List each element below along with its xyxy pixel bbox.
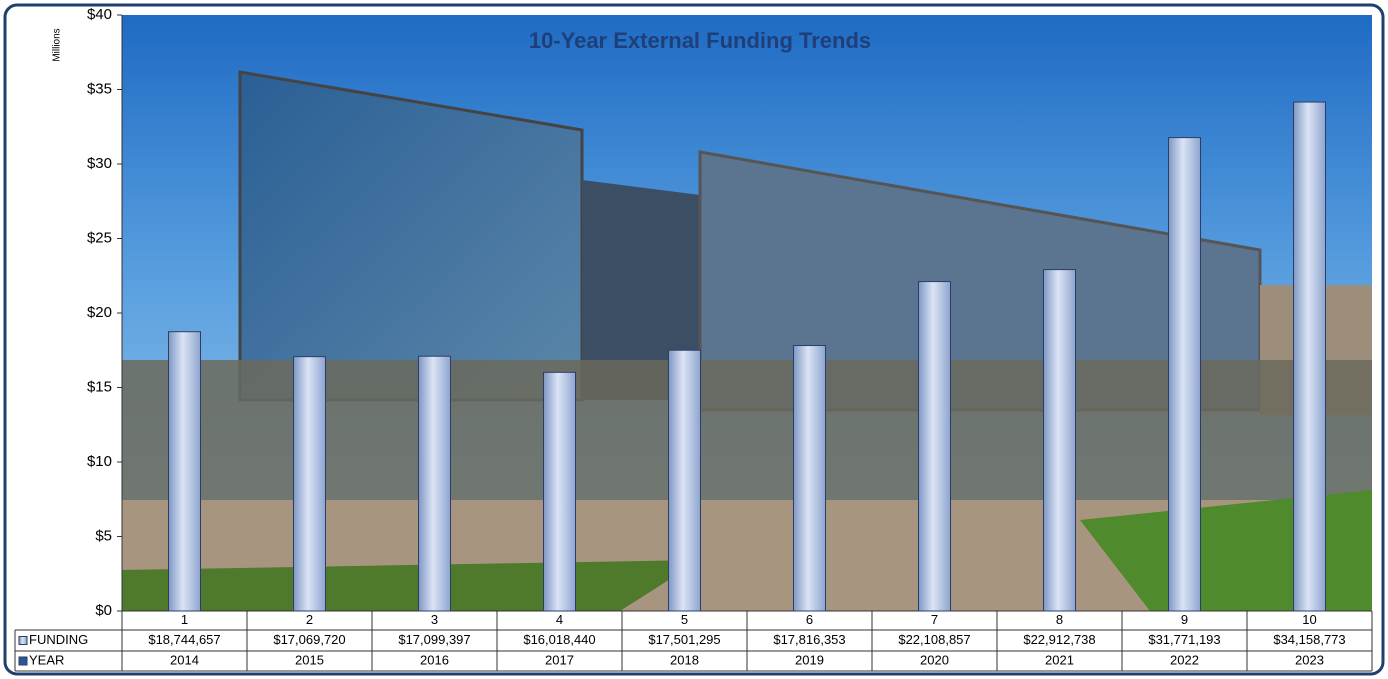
year-label: 2017	[545, 652, 574, 667]
y-tick-label: $10	[87, 453, 112, 470]
bar	[919, 282, 951, 611]
year-label: 2016	[420, 652, 449, 667]
bar	[1294, 102, 1326, 611]
y-tick-label: $25	[87, 229, 112, 246]
y-tick-label: $35	[87, 80, 112, 97]
y-tick-label: $40	[87, 6, 112, 23]
value-label: $18,744,657	[148, 632, 220, 647]
y-tick-label: $15	[87, 378, 112, 395]
value-label: $17,069,720	[273, 632, 345, 647]
year-label: 2015	[295, 652, 324, 667]
x-tick-label: 6	[806, 612, 813, 627]
x-tick-label: 10	[1302, 612, 1316, 627]
value-label: $22,108,857	[898, 632, 970, 647]
value-label: $17,099,397	[398, 632, 470, 647]
value-label: $31,771,193	[1148, 632, 1220, 647]
legend-label: FUNDING	[29, 632, 88, 647]
chart-title: 10-Year External Funding Trends	[529, 28, 871, 53]
year-label: 2014	[170, 652, 199, 667]
x-tick-label: 4	[556, 612, 563, 627]
bar	[169, 332, 201, 611]
x-tick-label: 7	[931, 612, 938, 627]
y-tick-label: $20	[87, 304, 112, 321]
year-label: 2023	[1295, 652, 1324, 667]
year-label: 2019	[795, 652, 824, 667]
chart: 10-Year External Funding Trends Millions…	[0, 0, 1388, 679]
value-label: $17,816,353	[773, 632, 845, 647]
value-label: $17,501,295	[648, 632, 720, 647]
bar	[1044, 270, 1076, 611]
legend-key	[19, 657, 27, 665]
value-label: $22,912,738	[1023, 632, 1095, 647]
legend-label: YEAR	[29, 652, 64, 667]
bar	[669, 350, 701, 611]
legend-key	[19, 637, 27, 645]
x-tick-label: 2	[306, 612, 313, 627]
bar	[294, 357, 326, 611]
value-label: $16,018,440	[523, 632, 595, 647]
y-axis-label: Millions	[52, 28, 63, 61]
x-tick-label: 1	[181, 612, 188, 627]
y-tick-label: $5	[95, 527, 112, 544]
bar	[794, 346, 826, 611]
bar	[1169, 138, 1201, 611]
year-label: 2018	[670, 652, 699, 667]
y-tick-label: $0	[95, 602, 112, 619]
x-tick-label: 3	[431, 612, 438, 627]
year-label: 2020	[920, 652, 949, 667]
x-tick-label: 5	[681, 612, 688, 627]
bar	[544, 372, 576, 611]
value-label: $34,158,773	[1273, 632, 1345, 647]
year-label: 2021	[1045, 652, 1074, 667]
year-label: 2022	[1170, 652, 1199, 667]
x-tick-label: 8	[1056, 612, 1063, 627]
bar	[419, 356, 451, 611]
x-tick-label: 9	[1181, 612, 1188, 627]
y-tick-label: $30	[87, 155, 112, 172]
